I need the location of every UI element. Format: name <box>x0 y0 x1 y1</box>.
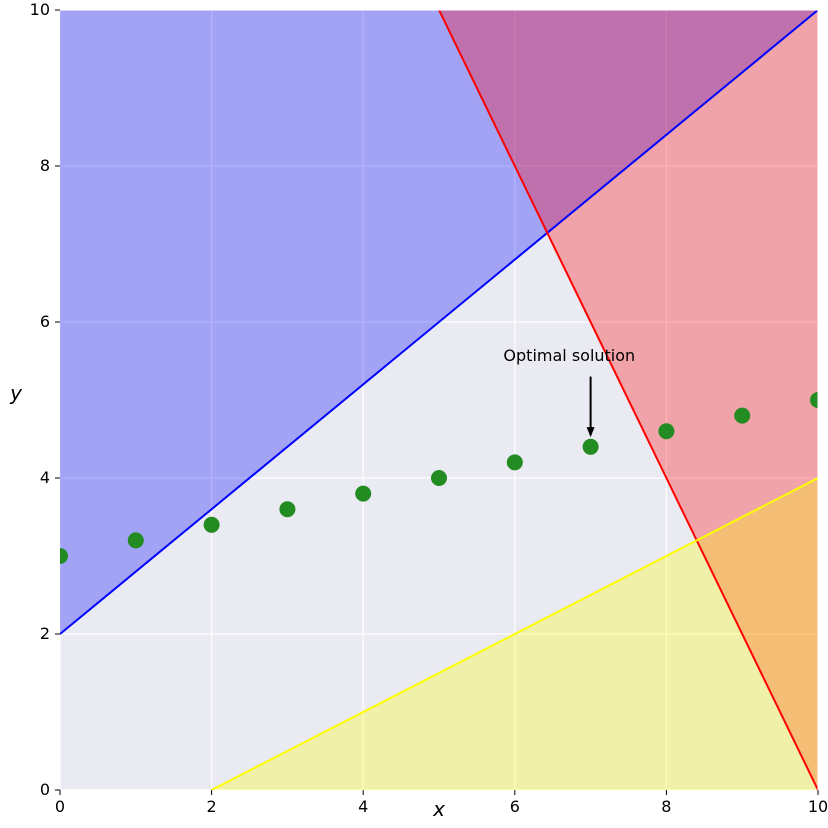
y-tick-label: 4 <box>40 468 50 487</box>
data-point <box>52 548 68 564</box>
y-axis: 0 2 4 6 8 10 <box>30 0 60 799</box>
x-tick-label: 6 <box>510 797 520 816</box>
x-tick-label: 0 <box>55 797 65 816</box>
y-tick-label: 8 <box>40 156 50 175</box>
data-point <box>128 532 144 548</box>
y-tick-label: 2 <box>40 624 50 643</box>
y-tick-label: 0 <box>40 780 50 799</box>
data-point <box>204 517 220 533</box>
x-tick-label: 2 <box>207 797 217 816</box>
y-tick-label: 6 <box>40 312 50 331</box>
lp-chart-svg: Optimal solution 0 2 4 6 8 10 0 2 4 6 8 10 x y <box>0 0 828 828</box>
annotation-text: Optimal solution <box>503 346 635 365</box>
data-point <box>583 439 599 455</box>
x-tick-label: 10 <box>808 797 828 816</box>
data-point <box>507 454 523 470</box>
chart-container: Optimal solution 0 2 4 6 8 10 0 2 4 6 8 10 x y <box>0 0 828 828</box>
y-tick-label: 10 <box>30 0 50 19</box>
data-point <box>431 470 447 486</box>
x-axis-label: x <box>432 797 445 821</box>
data-point <box>279 501 295 517</box>
data-point <box>658 423 674 439</box>
x-tick-label: 4 <box>358 797 368 816</box>
x-tick-label: 8 <box>661 797 671 816</box>
y-axis-label: y <box>9 381 23 405</box>
data-point <box>734 408 750 424</box>
data-point <box>355 486 371 502</box>
